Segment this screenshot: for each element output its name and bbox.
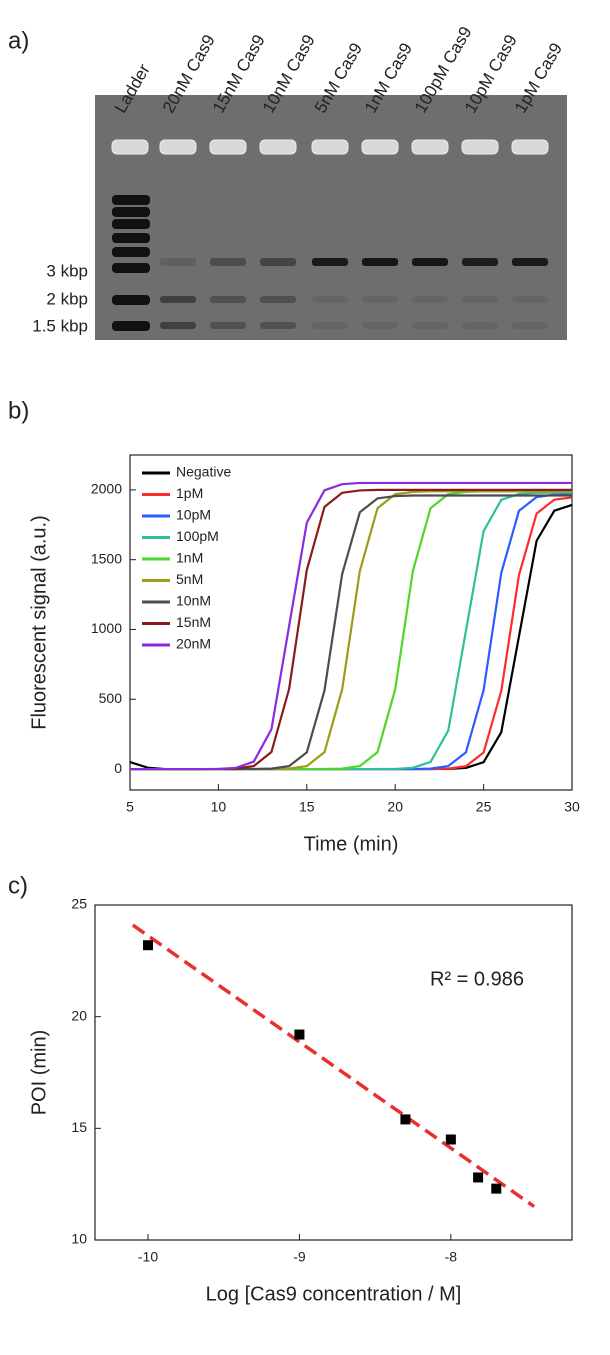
band [462, 258, 498, 266]
legend-label: 100pM [176, 528, 219, 544]
well [411, 139, 449, 155]
ladder-band [112, 295, 150, 305]
x-axis-label: Log [Cas9 concentration / M] [206, 1283, 462, 1305]
panel-label: c) [8, 872, 28, 899]
legend-label: Negative [176, 464, 231, 480]
data-point [143, 940, 153, 951]
size-marker: 1.5 kbp [32, 316, 88, 335]
size-marker: 2 kbp [46, 289, 88, 308]
ladder-band [112, 233, 150, 243]
band [260, 258, 296, 266]
y-tick-label: 10 [71, 1231, 87, 1247]
data-point [294, 1029, 305, 1040]
band [462, 296, 498, 303]
x-tick-label: 15 [299, 799, 315, 815]
band [512, 322, 548, 329]
ladder-band [112, 247, 150, 257]
legend-label: 10pM [176, 507, 211, 523]
band [260, 322, 296, 329]
series-line [130, 481, 572, 771]
y-axis-label: POI (min) [28, 1030, 50, 1116]
x-tick-label: 10 [211, 799, 227, 815]
band [210, 258, 246, 266]
x-tick-label: 30 [564, 799, 580, 815]
legend-label: 5nM [176, 571, 203, 587]
band [462, 322, 498, 329]
x-tick-label: -9 [293, 1249, 306, 1265]
band [160, 322, 196, 329]
band [210, 296, 246, 303]
well [111, 139, 149, 155]
legend-label: 20nM [176, 636, 211, 652]
band [512, 258, 548, 266]
band [160, 296, 196, 303]
ladder-band [112, 219, 150, 229]
y-axis-label: Fluorescent signal (a.u.) [28, 515, 50, 730]
legend-label: 10nM [176, 593, 211, 609]
y-tick-label: 1500 [91, 550, 122, 566]
well [209, 139, 247, 155]
panel-label: a) [8, 27, 29, 54]
well [159, 139, 197, 155]
x-tick-label: -10 [138, 1249, 158, 1265]
y-tick-label: 25 [71, 896, 87, 912]
ladder-band [112, 195, 150, 205]
band [260, 296, 296, 303]
annotation: R² = 0.986 [430, 968, 524, 990]
well [461, 139, 499, 155]
x-tick-label: 25 [476, 799, 492, 815]
band [210, 322, 246, 329]
ladder-band [112, 207, 150, 217]
ladder-band [112, 321, 150, 331]
well [311, 139, 349, 155]
legend-label: 1pM [176, 485, 203, 501]
panel-label: b) [8, 397, 29, 424]
y-tick-label: 1000 [91, 620, 122, 636]
band [160, 258, 196, 266]
band [362, 322, 398, 329]
band [412, 322, 448, 329]
y-tick-label: 15 [71, 1119, 87, 1135]
ladder-band [112, 263, 150, 273]
legend-label: 1nM [176, 550, 203, 566]
y-tick-label: 2000 [91, 481, 122, 497]
band [312, 258, 348, 266]
x-axis-label: Time (min) [304, 833, 399, 855]
band [362, 258, 398, 266]
band [312, 296, 348, 303]
band [512, 296, 548, 303]
data-point [473, 1172, 484, 1183]
gel [95, 95, 567, 340]
data-point [491, 1183, 502, 1194]
well [361, 139, 399, 155]
x-tick-label: -8 [445, 1249, 458, 1265]
data-point [445, 1134, 456, 1145]
x-tick-label: 5 [126, 799, 134, 815]
well [259, 139, 297, 155]
legend-label: 15nM [176, 614, 211, 630]
well [511, 139, 549, 155]
band [312, 322, 348, 329]
data-point [400, 1114, 411, 1125]
y-tick-label: 20 [71, 1007, 87, 1023]
size-marker: 3 kbp [46, 261, 88, 280]
band [362, 296, 398, 303]
band [412, 296, 448, 303]
y-tick-label: 0 [114, 760, 122, 776]
fit-line [131, 923, 536, 1208]
band [412, 258, 448, 266]
plot-frame [94, 904, 573, 1241]
x-tick-label: 20 [387, 799, 403, 815]
y-tick-label: 500 [99, 690, 123, 706]
plot-frame [129, 454, 573, 791]
